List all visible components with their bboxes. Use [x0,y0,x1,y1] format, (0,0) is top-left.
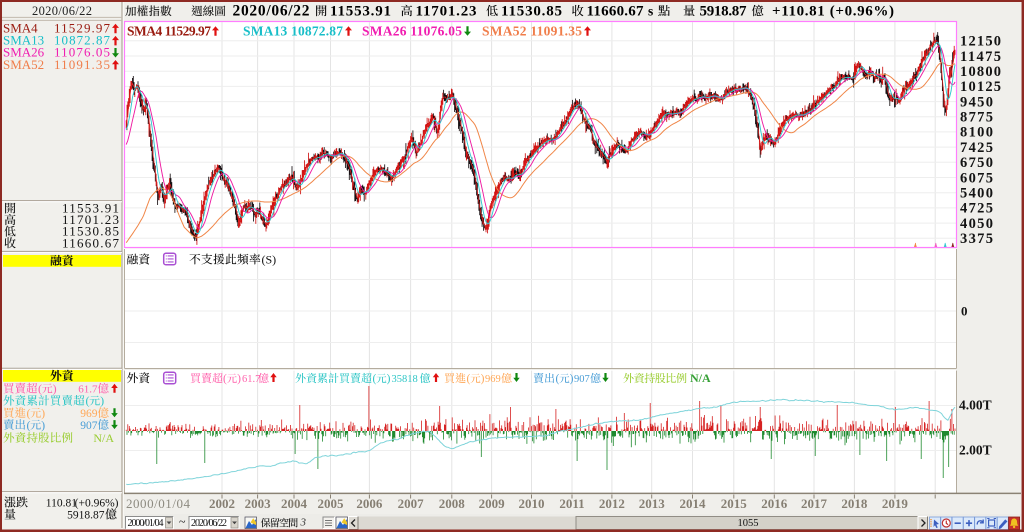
svg-text:907: 907 [574,374,590,385]
svg-text:(: ( [38,382,42,396]
svg-text:): ) [53,382,57,396]
svg-text:0: 0 [961,304,968,319]
svg-text:(S): (S) [262,253,277,267]
svg-text:2020/06/22: 2020/06/22 [191,518,227,529]
svg-text:(+0.96%): (+0.96%) [75,498,119,510]
svg-text:): ) [100,394,104,408]
svg-text:3: 3 [300,517,307,529]
svg-text:+110.81 (+0.96%): +110.81 (+0.96%) [772,4,894,20]
svg-text:(: ( [223,373,227,385]
svg-text:2000/01/04: 2000/01/04 [126,496,191,511]
svg-text:6750: 6750 [960,155,993,171]
svg-text:2011: 2011 [559,496,584,511]
svg-text:11553.91: 11553.91 [62,201,119,216]
svg-text:SMA13 10872.87: SMA13 10872.87 [243,24,343,39]
svg-text:(: ( [27,418,31,432]
svg-text:2020/06/22: 2020/06/22 [233,3,310,20]
svg-text:SMA26: SMA26 [3,45,45,60]
svg-text:(: ( [373,373,377,385]
svg-text:2008: 2008 [439,496,466,511]
svg-text:(: ( [86,394,90,408]
svg-text:2015: 2015 [721,496,748,511]
svg-text:SMA26 11076.05: SMA26 11076.05 [362,24,462,39]
svg-text:11660.67: 11660.67 [62,235,120,250]
svg-text:2006: 2006 [356,496,383,511]
svg-text:2004: 2004 [281,496,308,511]
svg-text:11091.35: 11091.35 [54,57,110,72]
svg-text:11701.23: 11701.23 [416,4,477,20]
svg-text:2017: 2017 [801,496,828,511]
svg-text:2007: 2007 [398,496,425,511]
svg-text:10125: 10125 [960,79,1001,95]
svg-text:2009: 2009 [479,496,506,511]
svg-text:N/A: N/A [690,371,711,385]
svg-text:): ) [570,373,574,385]
svg-text:907: 907 [80,420,98,432]
svg-text:(: ( [27,406,31,420]
svg-text:2000/01/04: 2000/01/04 [128,518,164,529]
svg-text:2010: 2010 [519,496,545,511]
svg-text:): ) [387,373,391,385]
svg-text:3375: 3375 [960,231,993,247]
svg-text:12150: 12150 [960,34,1001,50]
svg-text:5918.87: 5918.87 [700,4,748,20]
svg-text:8100: 8100 [960,125,993,141]
svg-text:s: s [648,4,653,19]
svg-text:SMA52 11091.35: SMA52 11091.35 [482,24,582,39]
svg-text:11530.85: 11530.85 [62,224,119,239]
svg-text:10872.87: 10872.87 [54,33,111,48]
svg-text:SMA4 11529.97: SMA4 11529.97 [127,24,211,39]
svg-text:11701.23: 11701.23 [62,212,119,227]
svg-text:4050: 4050 [960,216,993,232]
svg-text:2005: 2005 [318,496,345,511]
svg-text:SMA52: SMA52 [3,57,44,72]
svg-text:(: ( [556,373,560,385]
svg-text:2002: 2002 [209,496,235,511]
svg-text:2014: 2014 [680,496,707,511]
svg-text:11530.85: 11530.85 [501,4,562,20]
svg-text:2012: 2012 [599,496,625,511]
svg-text:6075: 6075 [960,170,993,186]
svg-text:2020/06/22: 2020/06/22 [32,4,92,18]
svg-text:7425: 7425 [960,140,993,156]
svg-text:969: 969 [485,374,501,385]
svg-text:SMA13: SMA13 [3,33,44,48]
svg-text:61.7: 61.7 [242,374,260,385]
svg-text:1055: 1055 [738,518,759,529]
svg-text:4.00T: 4.00T [959,398,992,413]
svg-text:): ) [481,373,485,385]
svg-text:5400: 5400 [960,186,993,202]
svg-text:2018: 2018 [841,496,868,511]
svg-text:2003: 2003 [245,496,272,511]
svg-text:): ) [41,406,45,420]
svg-text:): ) [237,373,241,385]
svg-text:11076.05: 11076.05 [54,45,110,60]
svg-text:2.00T: 2.00T [959,443,992,458]
svg-text:10800: 10800 [960,64,1001,80]
svg-text:2013: 2013 [639,496,666,511]
svg-text:5918.87: 5918.87 [67,510,105,522]
svg-text:61.7: 61.7 [78,384,98,396]
svg-text:11475: 11475 [960,49,1001,65]
svg-text:8775: 8775 [960,110,993,126]
svg-text:): ) [41,418,45,432]
svg-text:969: 969 [80,408,98,420]
svg-text:(: ( [467,373,471,385]
svg-text:2019: 2019 [882,496,909,511]
svg-text:4725: 4725 [960,201,993,217]
svg-text:SMA4: SMA4 [3,21,38,36]
svg-text:11660.67: 11660.67 [587,4,645,20]
svg-text:N/A: N/A [93,431,114,445]
svg-text:110.81: 110.81 [46,498,77,510]
svg-text:11553.91: 11553.91 [330,4,391,20]
svg-text:11529.97: 11529.97 [54,21,111,36]
svg-text:35818: 35818 [392,374,418,385]
svg-text:~: ~ [179,515,186,529]
svg-text:2016: 2016 [761,496,788,511]
svg-text:9450: 9450 [960,94,993,110]
